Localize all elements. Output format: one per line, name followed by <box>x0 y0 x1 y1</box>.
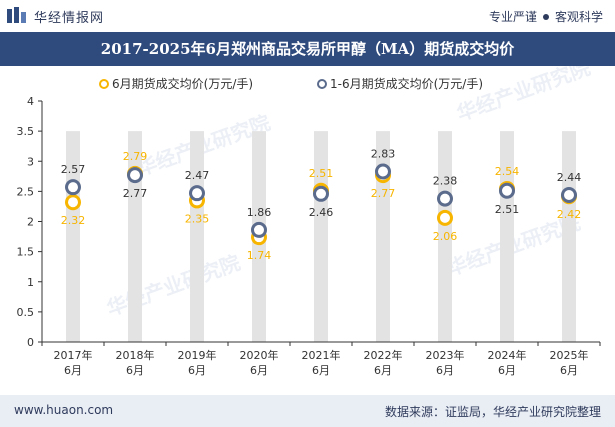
x-tick-label: 6月 <box>188 364 206 377</box>
x-tick-label: 2025年 <box>550 348 589 362</box>
legend-label-june: 6月期货成交均价(万元/手) <box>112 76 253 91</box>
chart: 华经产业研究院华经产业研究院华经产业研究院华经产业研究院00.511.522.5… <box>17 66 601 377</box>
slogan-left: 专业严谨 <box>488 10 537 24</box>
y-tick-label: 1 <box>27 276 34 289</box>
y-tick-label: 0 <box>27 336 34 349</box>
y-tick-label: 2 <box>27 216 34 229</box>
ytd-point <box>65 179 81 196</box>
brand-name: 华经情报网 <box>34 10 105 26</box>
x-tick-label: 2020年 <box>240 348 279 362</box>
ytd-data-label: 2.38 <box>433 175 458 188</box>
watermark-text: 华经产业研究院 <box>104 250 244 320</box>
column-band <box>438 131 452 342</box>
watermark-text: 华经产业研究院 <box>454 66 594 126</box>
y-tick-label: 2.5 <box>17 185 35 198</box>
june-data-label: 2.54 <box>495 165 520 178</box>
ytd-data-label: 2.83 <box>371 147 396 160</box>
footer: www.huaon.com 数据来源：证监局，华经产业研究院整理 <box>0 395 615 427</box>
slogan: 专业严谨 客观科学 <box>489 8 603 25</box>
x-tick-label: 6月 <box>498 364 516 377</box>
y-tick-label: 0.5 <box>17 306 35 319</box>
y-tick-label: 3 <box>27 155 34 168</box>
column-band <box>376 131 390 342</box>
brand: 华经情报网 <box>6 6 104 26</box>
column-band <box>128 131 142 342</box>
x-tick-label: 2017年 <box>54 348 93 362</box>
x-tick-label: 6月 <box>436 364 454 377</box>
june-data-label: 2.79 <box>123 150 148 163</box>
x-tick-label: 2019年 <box>178 348 217 362</box>
y-tick-label: 3.5 <box>17 125 35 138</box>
x-tick-label: 2018年 <box>116 348 155 362</box>
column-band <box>190 131 204 342</box>
ytd-point <box>127 167 143 184</box>
dot-icon <box>542 13 549 20</box>
ytd-data-label: 2.77 <box>123 187 148 200</box>
ytd-point <box>437 190 453 207</box>
x-tick-label: 2021年 <box>302 348 341 362</box>
website-link[interactable]: www.huaon.com <box>14 403 114 417</box>
x-tick-label: 2024年 <box>488 348 527 362</box>
ytd-data-label: 2.46 <box>309 206 334 219</box>
june-data-label: 2.51 <box>309 167 334 180</box>
ytd-point <box>499 182 515 199</box>
legend-label-ytd: 1-6月期货成交均价(万元/手) <box>330 76 483 91</box>
column-band <box>500 131 514 342</box>
chart-title: 2017-2025年6月郑州商品交易所甲醇（MA）期货成交均价 <box>0 32 615 66</box>
legend-marker-june <box>99 79 109 89</box>
june-data-label: 2.42 <box>557 208 582 221</box>
ytd-point <box>251 221 267 238</box>
logo-icon <box>7 7 26 23</box>
ytd-data-label: 1.86 <box>247 206 272 219</box>
x-tick-label: 6月 <box>374 364 392 377</box>
x-tick-label: 2023年 <box>426 348 465 362</box>
legend-marker-ytd <box>317 79 327 89</box>
ytd-point <box>375 163 391 180</box>
x-tick-label: 6月 <box>126 364 144 377</box>
june-point <box>65 194 81 211</box>
slogan-right: 客观科学 <box>554 10 603 24</box>
june-data-label: 1.74 <box>247 249 272 262</box>
x-tick-label: 6月 <box>312 364 330 377</box>
june-data-label: 2.06 <box>433 230 458 243</box>
ytd-point <box>313 185 329 202</box>
top-bar: 华经情报网 专业严谨 客观科学 <box>0 0 615 32</box>
x-tick-label: 6月 <box>250 364 268 377</box>
june-data-label: 2.77 <box>371 187 396 200</box>
ytd-point <box>561 186 577 203</box>
x-tick-label: 2022年 <box>364 348 403 362</box>
ytd-data-label: 2.44 <box>557 171 582 184</box>
y-tick-label: 4 <box>27 95 34 108</box>
column-band <box>314 131 328 342</box>
data-source: 数据来源：证监局，华经产业研究院整理 <box>384 405 601 419</box>
ytd-data-label: 2.51 <box>495 203 520 216</box>
x-tick-label: 6月 <box>560 364 578 377</box>
ytd-data-label: 2.47 <box>185 169 210 182</box>
y-tick-label: 1.5 <box>17 246 35 259</box>
x-tick-label: 6月 <box>64 364 82 377</box>
ytd-point <box>189 185 205 202</box>
june-data-label: 2.35 <box>185 212 210 225</box>
june-point <box>437 209 453 226</box>
ytd-data-label: 2.57 <box>61 163 86 176</box>
column-band <box>562 131 576 342</box>
june-data-label: 2.32 <box>61 214 86 227</box>
